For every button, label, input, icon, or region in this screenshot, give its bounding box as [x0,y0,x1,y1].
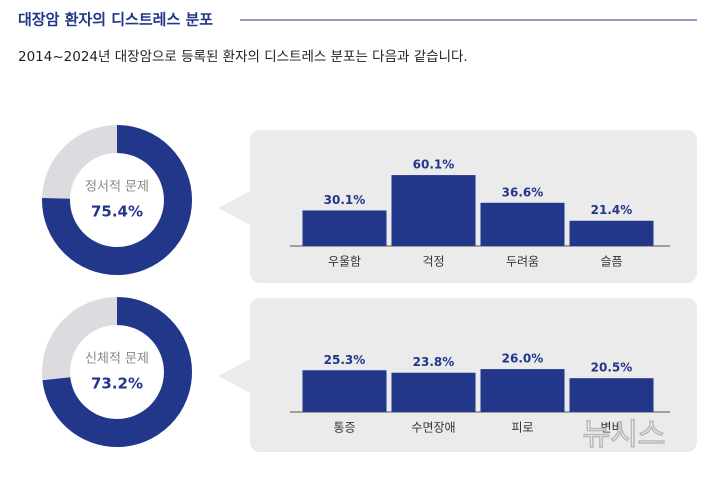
bar [302,370,387,412]
category-label: 피로 [511,421,533,435]
category-label: 우울함 [328,255,361,269]
bar [569,220,654,246]
value-label: 26.0% [502,352,544,366]
bar [391,372,476,412]
donut-arc [42,297,192,447]
bar [480,369,565,412]
bar [391,175,476,246]
bar [302,210,387,246]
donut-value: 75.4% [91,203,143,221]
value-label: 20.5% [591,361,633,375]
value-label: 25.3% [324,353,366,367]
page-title: 대장암 환자의 디스트레스 분포 [18,11,213,29]
category-label: 두려움 [506,255,539,269]
category-label: 걱정 [422,255,444,269]
category-label: 수면장애 [411,421,455,435]
category-label: 변비 [600,421,622,435]
value-label: 60.1% [413,158,455,172]
watermark: 뉴시스 [583,418,666,453]
category-label: 슬픔 [600,255,622,269]
donut-label: 신체적 문제 [85,352,149,367]
value-label: 36.6% [502,185,544,199]
value-label: 23.8% [413,355,455,369]
donut-value: 73.2% [91,375,143,393]
subtitle: 2014~2024년 대장암으로 등록된 환자의 디스트레스 분포는 다음과 같… [18,49,468,65]
category-label: 통증 [333,421,355,435]
donut-arc [42,125,192,275]
bar [569,378,654,412]
donut-label: 정서적 문제 [85,180,149,195]
value-label: 21.4% [591,203,633,217]
bar [480,202,565,246]
value-label: 30.1% [324,193,366,207]
